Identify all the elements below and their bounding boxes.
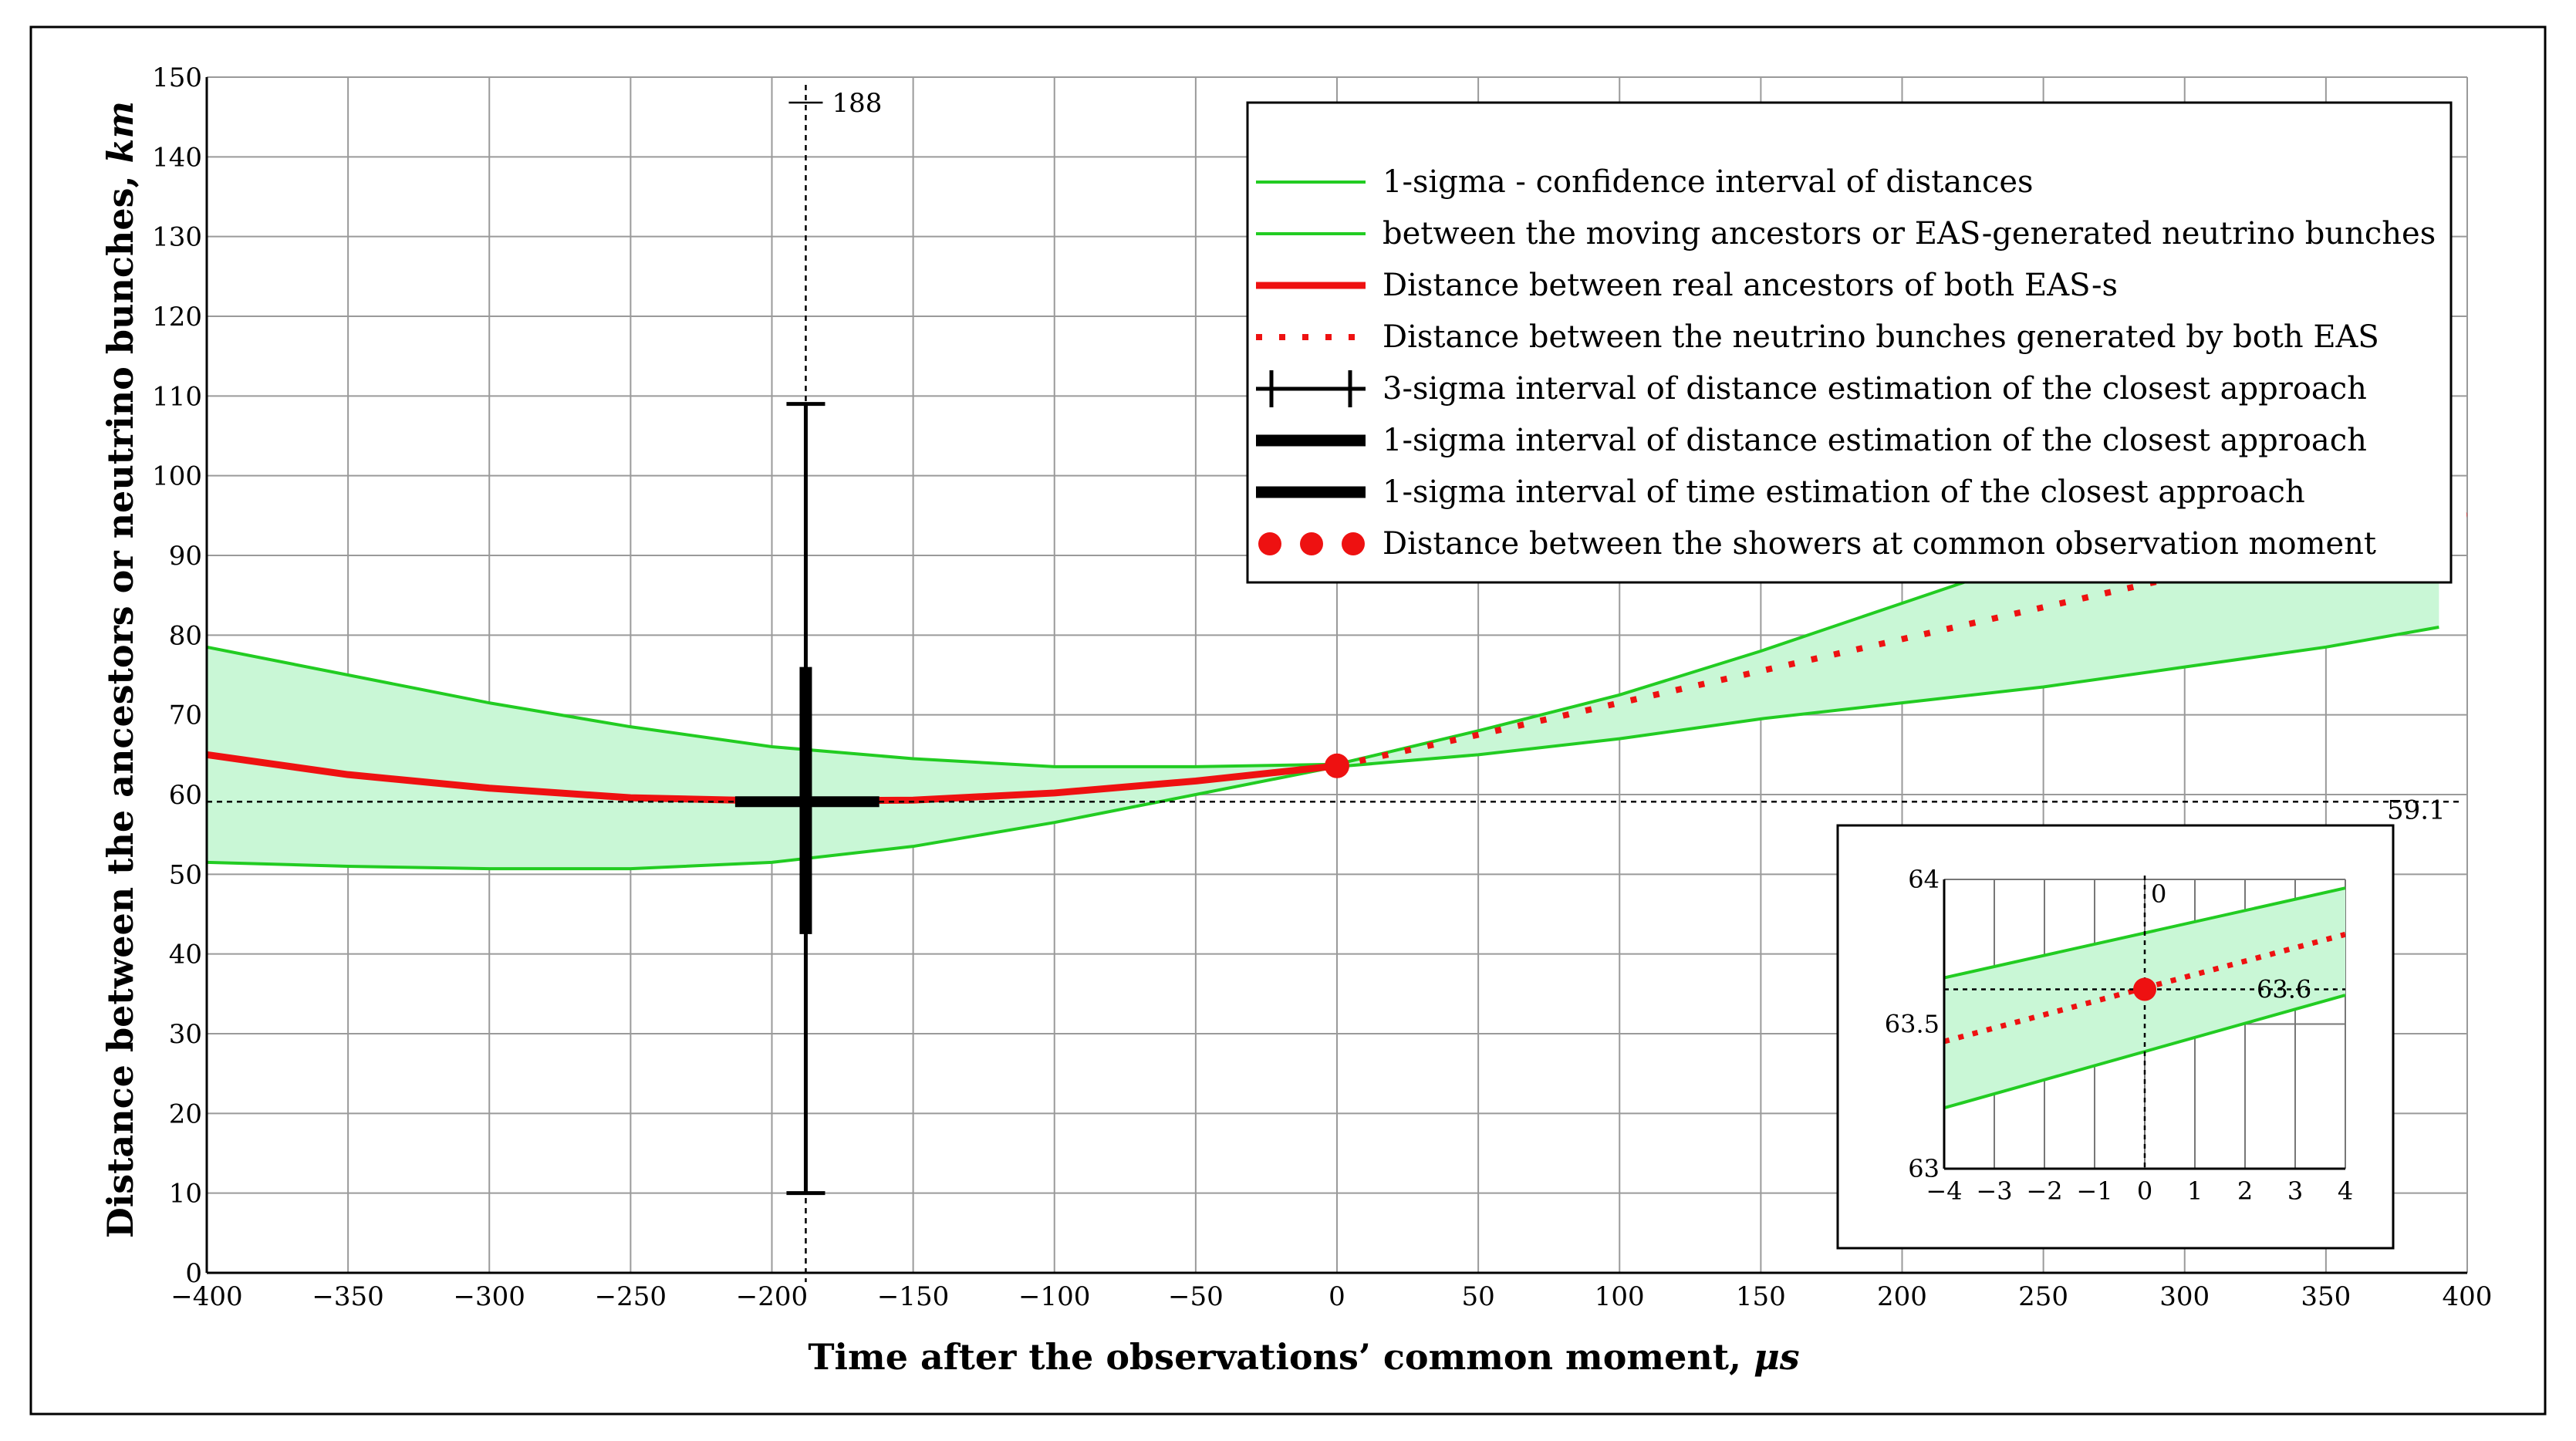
ref-label-vertical: 188 (832, 88, 882, 119)
y-tick-label-2: 20 (169, 1098, 202, 1129)
inset-x-tick-label-6: 2 (2237, 1176, 2253, 1206)
legend-item-7: Distance between the showers at common o… (1258, 526, 2376, 562)
inset-points (2133, 977, 2156, 1001)
x-tick-label-13: 250 (2018, 1281, 2068, 1312)
x-tick-label-0: −400 (170, 1281, 242, 1312)
legend-swatch-dot-1 (1300, 532, 1323, 555)
legend-item-4: 3-sigma interval of distance estimation … (1256, 370, 2367, 407)
x-tick-label-9: 50 (1461, 1281, 1494, 1312)
inset-x-tick-label-7: 3 (2287, 1176, 2303, 1206)
legend-label: 3-sigma interval of distance estimation … (1383, 371, 2367, 407)
y-tick-label-14: 140 (152, 142, 202, 173)
legend-item-1: between the moving ancestors or EAS-gene… (1256, 216, 2436, 251)
y-axis-title: Distance between the ancestors or neutri… (100, 101, 141, 1238)
y-tick-label-4: 40 (169, 940, 202, 970)
y-tick-label-11: 110 (152, 381, 202, 412)
inset-reference-lines: 063.6 (1944, 876, 2345, 1169)
x-tick-labels: −400 −350 −300 −250 −200 −150 −100 −50 0 50 100 150… (170, 1281, 2492, 1312)
legend-item-0: 1-sigma - confidence interval of distanc… (1256, 164, 2034, 200)
x-tick-label-4: −200 (736, 1281, 808, 1312)
inset-x-tick-label-5: 1 (2187, 1176, 2203, 1206)
y-tick-label-3: 30 (169, 1019, 202, 1050)
inset-y-tick-label-0: 63 (1908, 1154, 1940, 1183)
inset-x-tick-label-2: −2 (2026, 1176, 2062, 1206)
inset-ref-label-horizontal: 63.6 (2257, 975, 2311, 1004)
legend-label: 1-sigma interval of distance estimation … (1383, 423, 2367, 458)
x-tick-label-6: −100 (1018, 1281, 1090, 1312)
legend-label: Distance between real ancestors of both … (1383, 268, 2118, 303)
inset-ref-label-vertical: 0 (2151, 879, 2166, 909)
y-tick-label-8: 80 (169, 620, 202, 651)
ref-label-horizontal: 59.1 (2387, 795, 2446, 825)
x-axis-title: Time after the observations’ common mome… (808, 1336, 1799, 1378)
inset-y-tick-label-2: 64 (1908, 865, 1940, 894)
inset-x-tick-label-3: −1 (2076, 1176, 2112, 1206)
legend-item-2: Distance between real ancestors of both … (1256, 268, 2118, 303)
inset-x-tick-labels: −4 −3 −2 −1 0 1 2 3 4 (1926, 1176, 2353, 1206)
x-tick-label-10: 100 (1595, 1281, 1645, 1312)
inset-x-tick-label-8: 4 (2338, 1176, 2353, 1206)
legend: 1-sigma - confidence interval of distanc… (1246, 101, 2453, 584)
y-tick-label-13: 130 (152, 222, 202, 253)
inset-x-tick-label-0: −4 (1926, 1176, 1962, 1206)
main-axes (205, 77, 2467, 1274)
confidence-band-fill (207, 420, 2439, 869)
inset-x-tick-label-1: −3 (1976, 1176, 2012, 1206)
legend-item-3: Distance between the neutrino bunches ge… (1256, 319, 2379, 355)
confidence-band (207, 420, 2439, 869)
x-tick-label-14: 300 (2159, 1281, 2210, 1312)
y-tick-label-6: 60 (169, 780, 202, 811)
x-tick-label-2: −300 (454, 1281, 525, 1312)
legend-label: 1-sigma - confidence interval of distanc… (1383, 164, 2034, 200)
y-tick-label-7: 70 (169, 700, 202, 731)
legend-item-6: 1-sigma interval of time estimation of t… (1256, 474, 2305, 510)
y-tick-labels: 0 10 20 30 40 50 60 70 80 90 100 110 120 130 140 150 (152, 62, 202, 1289)
y-tick-label-0: 0 (185, 1258, 202, 1289)
legend-box (1246, 101, 2453, 584)
inset-y-tick-labels: 63 63.5 64 (1885, 865, 1940, 1183)
inset-x-tick-label-4: 0 (2137, 1176, 2152, 1206)
legend-swatch-dot-2 (1342, 532, 1365, 555)
x-tick-label-3: −250 (595, 1281, 667, 1312)
x-tick-label-15: 350 (2301, 1281, 2351, 1312)
x-tick-label-5: −150 (877, 1281, 949, 1312)
inset-point-0 (2133, 977, 2156, 1001)
y-tick-label-10: 100 (152, 461, 202, 492)
y-tick-label-15: 150 (152, 62, 202, 93)
main-points (1325, 753, 1349, 778)
legend-label: 1-sigma interval of time estimation of t… (1383, 474, 2305, 510)
x-tick-label-7: −50 (1168, 1281, 1224, 1312)
legend-label: between the moving ancestors or EAS-gene… (1383, 216, 2436, 251)
x-tick-label-8: 0 (1329, 1281, 1345, 1312)
inset-y-tick-label-1: 63.5 (1885, 1010, 1940, 1039)
observation-point-0 (1325, 753, 1349, 778)
x-tick-label-11: 150 (1736, 1281, 1786, 1312)
series-line-3 (1336, 512, 2467, 769)
x-tick-label-16: 400 (2443, 1281, 2493, 1312)
y-tick-label-1: 10 (169, 1179, 202, 1210)
y-tick-label-12: 120 (152, 302, 202, 332)
y-axis-unit: km (100, 101, 141, 164)
x-tick-label-1: −350 (312, 1281, 383, 1312)
closest-approach-markers (734, 402, 879, 1196)
x-axis-unit: μs (1754, 1336, 1800, 1378)
inset-axes (1943, 879, 2345, 1170)
x-tick-label-12: 200 (1877, 1281, 1927, 1312)
legend-item-5: 1-sigma interval of distance estimation … (1256, 423, 2367, 458)
y-tick-label-5: 50 (169, 859, 202, 890)
legend-label: Distance between the showers at common o… (1383, 526, 2376, 562)
legend-swatch-dot-0 (1258, 532, 1281, 555)
legend-label: Distance between the neutrino bunches ge… (1383, 319, 2379, 355)
y-tick-label-9: 90 (169, 541, 202, 572)
